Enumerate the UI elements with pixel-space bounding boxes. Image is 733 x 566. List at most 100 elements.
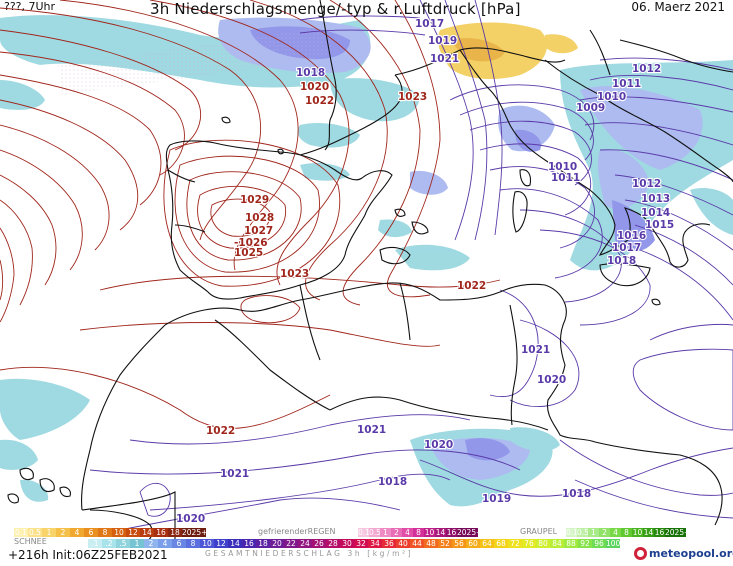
legend-swatch: 6 bbox=[84, 528, 98, 537]
isobar-label: 1020 bbox=[176, 513, 205, 525]
legend-swatch: .5 bbox=[116, 539, 130, 548]
legend-swatch: 2 bbox=[144, 539, 158, 548]
legend-swatch: 0.5 bbox=[369, 528, 381, 537]
total-precip-label: GESAMTNIEDERSCHLAG 3h [kg/m²] bbox=[205, 549, 414, 558]
graupel-legend-title: GRAUPEL bbox=[520, 527, 558, 536]
isobar-label: 1016 bbox=[617, 230, 646, 242]
isobar-label: 1019 bbox=[428, 35, 457, 47]
legend-swatch: 20 bbox=[270, 539, 284, 548]
legend-swatch: 2025+ bbox=[457, 528, 483, 537]
legend-swatch: 60 bbox=[466, 539, 480, 548]
legend-swatch: 96 bbox=[592, 539, 606, 548]
legend-swatch: 22 bbox=[284, 539, 298, 548]
isobar-label: 1022 bbox=[457, 280, 486, 292]
freezing-rain-legend: 0.1 0.5 1 2 4 8 10 14 16 2025+ bbox=[358, 528, 483, 537]
isobar-label: 1012 bbox=[632, 63, 661, 75]
legend-swatch: 18 bbox=[256, 539, 270, 548]
isobar-label: 1020 bbox=[537, 374, 566, 386]
isobar-label: 1021 bbox=[430, 53, 459, 65]
high-pressure-isobars bbox=[0, 0, 501, 429]
legend-swatch: 1 bbox=[588, 528, 599, 537]
legend-swatch: 100 bbox=[606, 539, 621, 548]
coastlines bbox=[7, 0, 733, 541]
isobar-label: 1025 bbox=[234, 247, 263, 259]
legend-swatch: 0.1 bbox=[358, 528, 370, 537]
legend-swatch: 14 bbox=[643, 528, 654, 537]
legend-swatch: 2 bbox=[599, 528, 610, 537]
legend-swatch: 92 bbox=[578, 539, 592, 548]
snow-legend-title: SCHNEE bbox=[14, 537, 47, 546]
legend-swatch: 44 bbox=[410, 539, 424, 548]
legend-swatch: 2025+ bbox=[665, 528, 691, 537]
isobar-label: 1029 bbox=[240, 194, 269, 206]
isobar-label: 1011 bbox=[612, 78, 641, 90]
legend-swatch: 72 bbox=[508, 539, 522, 548]
isobar-label: 1018 bbox=[607, 255, 636, 267]
isobar-label: 1017 bbox=[612, 242, 641, 254]
isobar-label: 1011 bbox=[551, 172, 580, 184]
isobar-label: 1017 bbox=[415, 18, 444, 30]
forecast-info: +216h Init:06Z25FEB2021 bbox=[8, 548, 168, 562]
legend-swatch: 88 bbox=[564, 539, 578, 548]
run-label: ???, 7Uhr bbox=[4, 0, 56, 13]
legend-swatch: .2 bbox=[102, 539, 116, 548]
map-title: 3h Niederschlagsmenge/-typ & r.Luftdruck… bbox=[150, 0, 521, 18]
isobar-label: 1021 bbox=[521, 344, 550, 356]
low-pressure-isobars bbox=[89, 0, 733, 531]
legend-swatch: 56 bbox=[452, 539, 466, 548]
legend-swatch: 32 bbox=[354, 539, 368, 548]
legend-swatch: 14 bbox=[435, 528, 446, 537]
legend-swatch: 6 bbox=[172, 539, 186, 548]
isobar-label: 1010 bbox=[597, 91, 626, 103]
legend-swatch: 34 bbox=[368, 539, 382, 548]
legend-swatch: 8 bbox=[186, 539, 200, 548]
legend-swatch: 4 bbox=[70, 528, 84, 537]
legend-swatch: 0.1 bbox=[566, 528, 578, 537]
legend-swatch: 2 bbox=[56, 528, 70, 537]
legend-swatch: 0.5 bbox=[577, 528, 589, 537]
legend-swatch: 14 bbox=[228, 539, 242, 548]
legend-swatch: .1 bbox=[88, 539, 102, 548]
isobar-label: 1020 bbox=[300, 81, 329, 93]
legend-swatch: 1 bbox=[380, 528, 391, 537]
legend-swatch: 2 bbox=[391, 528, 402, 537]
isobar-label: 1022 bbox=[206, 425, 235, 437]
graupel-legend: 0.1 0.5 1 2 4 8 10 14 16 2025+ bbox=[566, 528, 691, 537]
isobar-label: 1012 bbox=[632, 178, 661, 190]
isobar-label: 1009 bbox=[576, 102, 605, 114]
legend-swatch: 0.5 bbox=[28, 528, 42, 537]
legend-swatch: 8 bbox=[413, 528, 424, 537]
legend-swatch: 10 bbox=[424, 528, 435, 537]
isobar-label: 1027 bbox=[244, 225, 273, 237]
legend-swatch: 28 bbox=[326, 539, 340, 548]
logo-icon bbox=[634, 547, 647, 560]
isobar-label: 1018 bbox=[378, 476, 407, 488]
legend-swatch: 26 bbox=[312, 539, 326, 548]
freezing-rain-legend-title: gefrierenderREGEN bbox=[258, 527, 336, 536]
valid-date: 06. Maerz 2021 bbox=[631, 0, 725, 14]
legend-swatch: 76 bbox=[522, 539, 536, 548]
legend-swatch: 10 bbox=[632, 528, 643, 537]
isobar-label: 1021 bbox=[220, 468, 249, 480]
meteopool-logo[interactable]: meteopool.org bbox=[634, 547, 733, 560]
isobar-label: 1022 bbox=[305, 95, 334, 107]
legend-swatch: 2025+ bbox=[182, 528, 208, 537]
legend-swatch: 52 bbox=[438, 539, 452, 548]
legend-swatch: 12 bbox=[214, 539, 228, 548]
precipitation-layer bbox=[0, 15, 733, 507]
legend-swatch: 36 bbox=[382, 539, 396, 548]
isobar-label: 1013 bbox=[641, 193, 670, 205]
isobar-label: -1026 bbox=[234, 237, 268, 249]
legend-swatch: 80 bbox=[536, 539, 550, 548]
legend-swatch: 48 bbox=[424, 539, 438, 548]
legend-swatch: 1 bbox=[130, 539, 144, 548]
legend-swatch: 16 bbox=[154, 528, 168, 537]
isobar-label: 1023 bbox=[398, 91, 427, 103]
isobar-label: 1023 bbox=[280, 268, 309, 280]
isobar-label: 1028 bbox=[245, 212, 274, 224]
legend-swatch: 8 bbox=[621, 528, 632, 537]
isobar-label: 1021 bbox=[357, 424, 386, 436]
legend-swatch: 10 bbox=[112, 528, 126, 537]
isobar-label: 1018 bbox=[562, 488, 591, 500]
